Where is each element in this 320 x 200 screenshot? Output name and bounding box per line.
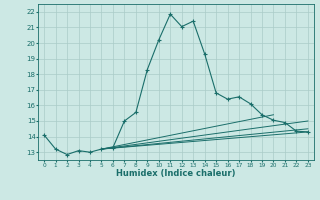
X-axis label: Humidex (Indice chaleur): Humidex (Indice chaleur) xyxy=(116,169,236,178)
